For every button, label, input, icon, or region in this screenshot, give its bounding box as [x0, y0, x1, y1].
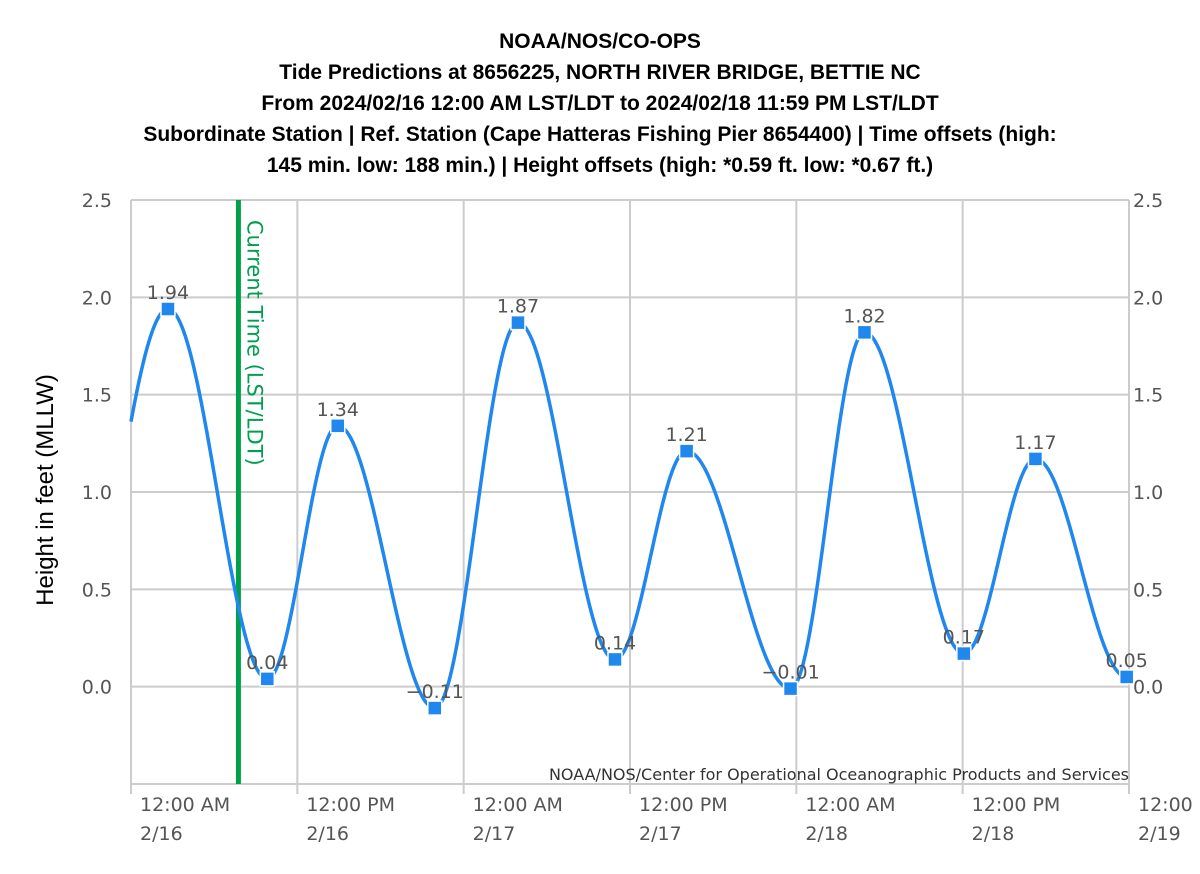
x-tick-label-date: 2/16: [306, 823, 349, 845]
tide-point-label: −0.01: [761, 662, 819, 684]
x-tick-label-date: 2/16: [140, 823, 183, 845]
tide-point-marker: [160, 301, 176, 317]
y-tick-label-right: 2.5: [1133, 190, 1163, 212]
x-tick-label-time: 12:00 AM: [140, 794, 230, 816]
title-line: NOAA/NOS/CO-OPS: [499, 30, 701, 53]
tide-point-marker: [1118, 669, 1135, 685]
current-time-label: Current Time (LST/LDT): [242, 220, 266, 466]
title-line: From 2024/02/16 12:00 AM LST/LDT to 2024…: [261, 92, 939, 115]
x-tick-label-date: 2/19: [1138, 823, 1181, 845]
series-layer: [129, 301, 1135, 716]
x-tick-label-date: 2/17: [473, 823, 516, 845]
tide-point-marker: [427, 700, 443, 716]
data-labels: 1.94 0.04 1.34 −0.11 1.87 0.14 1.21 −0.01 1.82 0.…: [147, 282, 1148, 703]
grid: [130, 199, 1130, 784]
x-tick-label-time: 12:00 AM: [473, 794, 563, 816]
tide-point-label: 0.14: [594, 632, 636, 654]
title-line: Subordinate Station | Ref. Station (Cape…: [143, 123, 1057, 146]
x-tick-label-date: 2/18: [972, 823, 1015, 845]
tide-point-marker: [330, 418, 346, 434]
chart-title: NOAA/NOS/CO-OPS Tide Predictions at 8656…: [0, 26, 1200, 181]
tide-point-marker: [956, 645, 972, 662]
y-tick-label-right: 0.0: [1133, 677, 1163, 699]
y-tick-label-right: 1.0: [1133, 482, 1163, 504]
x-tick-label-date: 2/17: [639, 823, 682, 845]
y-tick-label-right: 2.0: [1133, 287, 1163, 309]
x-tick-label-time: 12:00: [1138, 794, 1193, 816]
y-tick-label-left: 2.5: [82, 190, 112, 212]
title-line: 145 min. low: 188 min.) | Height offsets…: [266, 154, 934, 177]
tide-point-label: 0.05: [1106, 650, 1148, 672]
x-tick-label-time: 12:00 PM: [639, 794, 728, 816]
title-line: Tide Predictions at 8656225, NORTH RIVER…: [279, 61, 921, 84]
x-tick-label-time: 12:00 AM: [805, 794, 895, 816]
y-tick-label-left: 0.0: [82, 677, 112, 699]
tide-point-marker: [259, 671, 276, 687]
tide-point-label: 1.87: [497, 296, 539, 318]
tide-point-marker: [1027, 451, 1044, 467]
tide-point-marker: [607, 651, 623, 668]
y-tick-label-left: 0.5: [82, 579, 112, 601]
y-axis-title: Height in feet (MLLW): [32, 374, 59, 606]
chart-credit: NOAA/NOS/Center for Operational Oceanogr…: [549, 765, 1129, 784]
tide-point-label: −0.11: [406, 681, 464, 703]
y-tick-label-left: 1.5: [82, 385, 112, 407]
y-tick-label-left: 2.0: [82, 287, 112, 309]
tide-point-label: 0.17: [943, 627, 985, 649]
y-tick-label-right: 1.5: [1133, 385, 1163, 407]
tide-point-marker: [782, 680, 799, 697]
tide-point-label: 1.34: [317, 399, 359, 421]
tide-point-label: 0.04: [246, 652, 288, 674]
current-time-marker: Current Time (LST/LDT): [235, 200, 266, 784]
tide-point-marker: [856, 324, 873, 341]
x-tick-label-time: 12:00 PM: [306, 794, 395, 816]
x-tick-label-date: 2/18: [805, 823, 848, 845]
tide-point-label: 1.94: [147, 282, 189, 304]
y-tick-label-right: 0.5: [1133, 579, 1163, 601]
x-tick-label-time: 12:00 PM: [972, 794, 1061, 816]
tide-point-marker: [510, 314, 526, 331]
tide-point-label: 1.17: [1014, 432, 1056, 454]
axes: 2.5 2.5 2.0 2.0 1.5 1.5 1.0 1.0 0.5 0.5 0.0 0.0 12:0…: [82, 190, 1193, 845]
tide-point-marker: [678, 443, 695, 459]
tide-point-label: 1.21: [665, 424, 707, 446]
y-tick-label-left: 1.0: [82, 482, 112, 504]
tide-point-label: 1.82: [843, 305, 885, 327]
